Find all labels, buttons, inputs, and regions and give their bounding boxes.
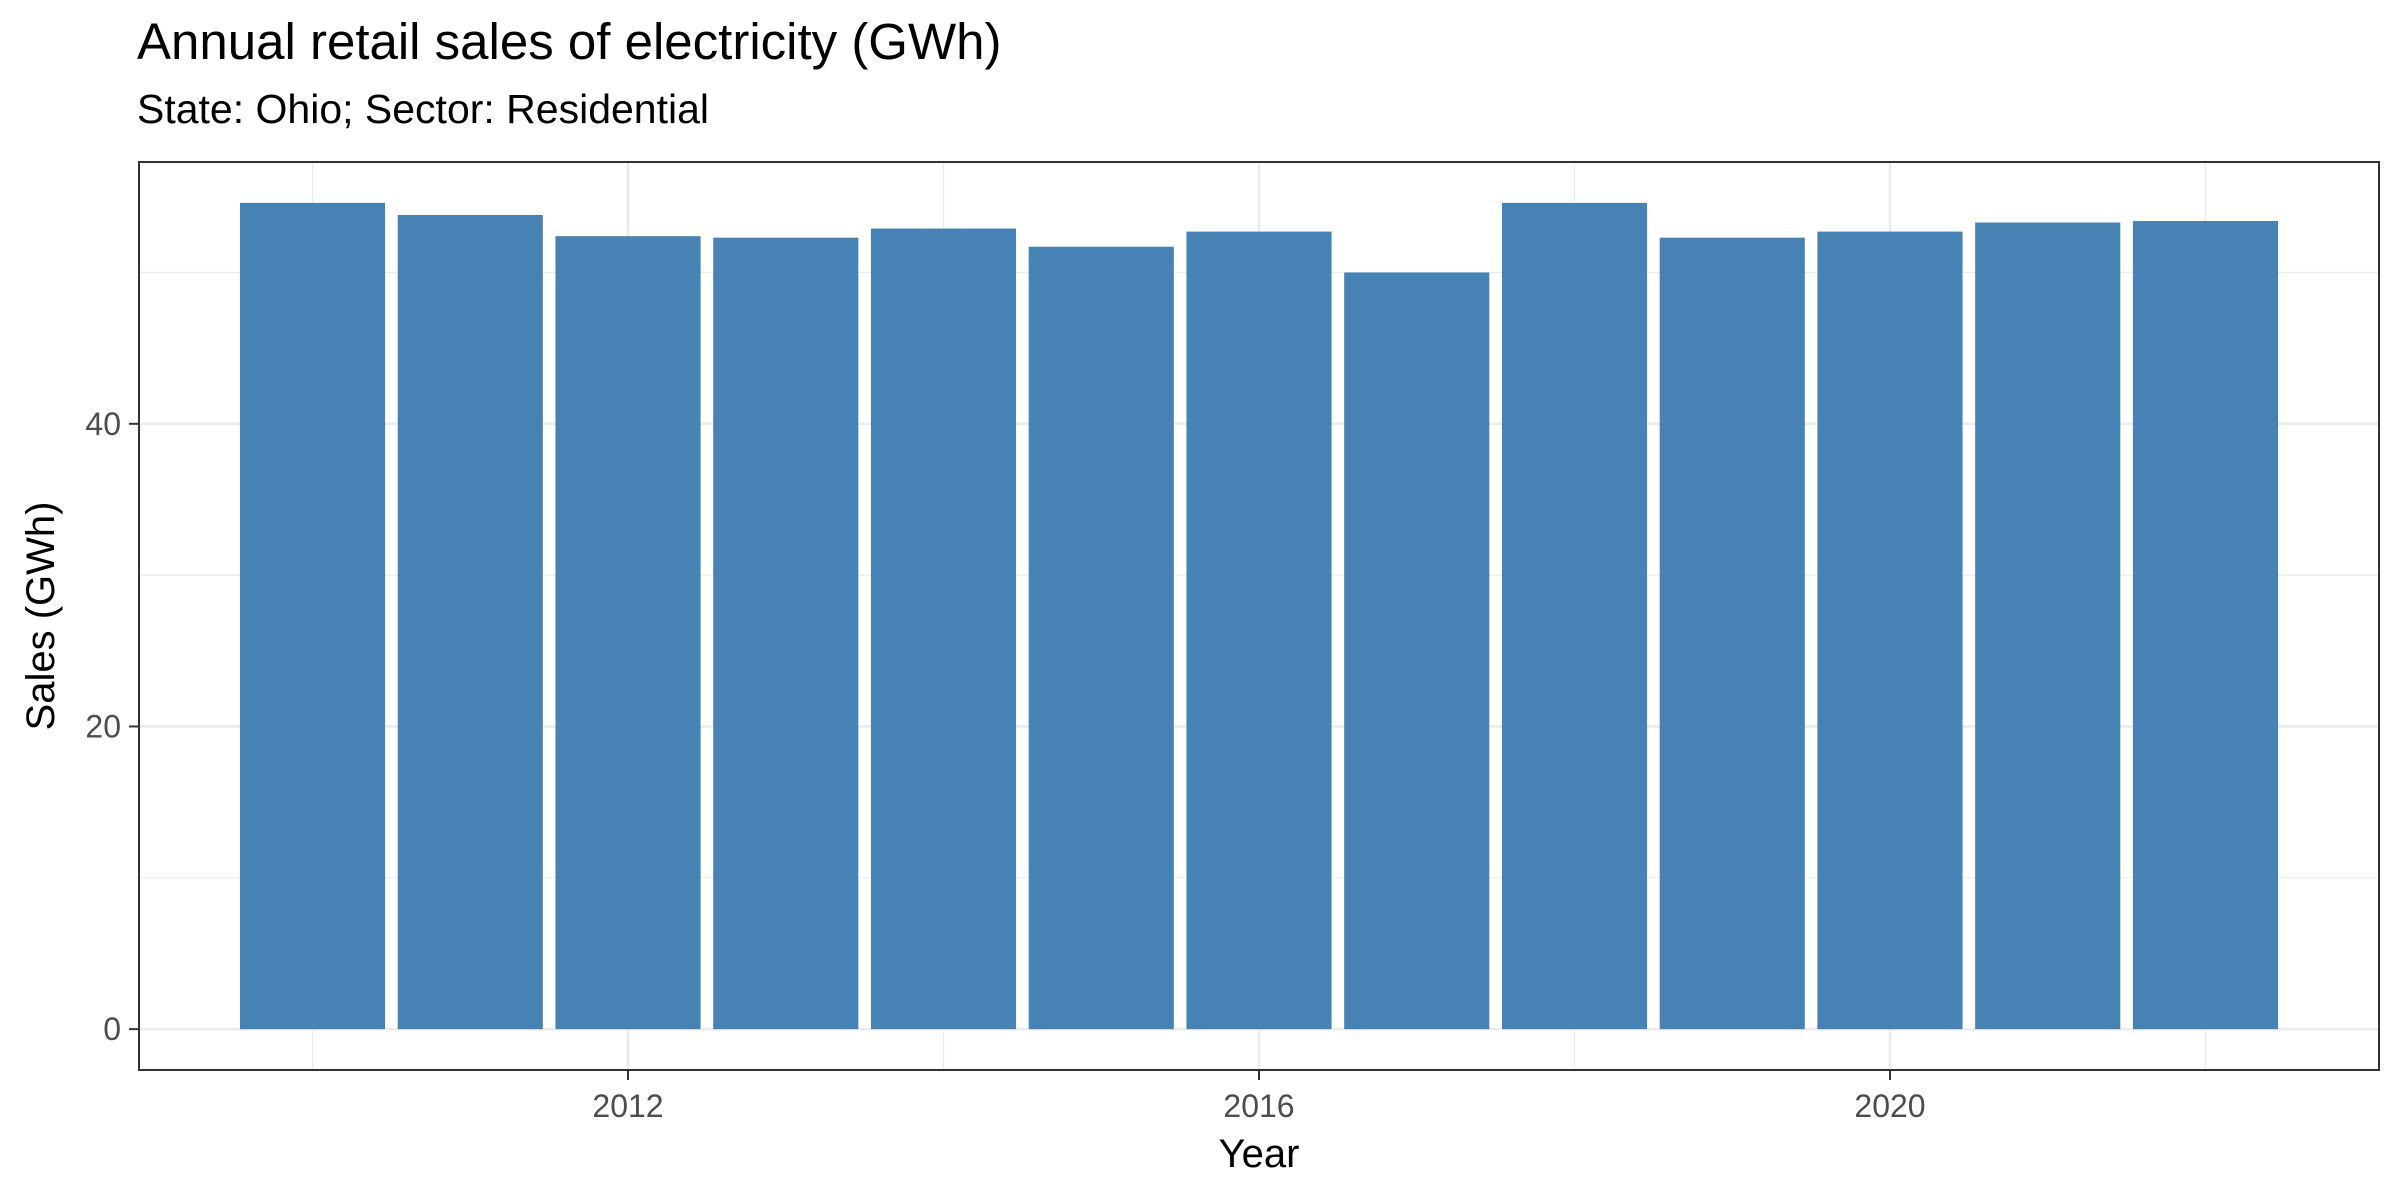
bar-2022 (2132, 221, 2279, 1030)
x-tick-label: 2016 (1223, 1088, 1294, 1124)
bar-2011 (397, 214, 543, 1030)
y-axis: 0 20 40 (85, 406, 139, 1047)
y-axis-title: Sales (GWh) (19, 502, 63, 731)
bar-2014 (870, 228, 1017, 1030)
x-tick-label: 2020 (1854, 1088, 1925, 1124)
bar-2012 (555, 236, 701, 1030)
bar-2018 (1501, 202, 1648, 1030)
bar-2010 (239, 202, 386, 1030)
bars (239, 202, 2279, 1030)
x-axis-title: Year (1219, 1132, 1300, 1176)
bar-2017 (1344, 272, 1490, 1030)
bar-2015 (1028, 246, 1174, 1030)
y-tick-label: 20 (85, 708, 121, 744)
bar-2016 (1186, 231, 1332, 1030)
y-tick-label: 40 (85, 406, 121, 442)
bar-2013 (713, 237, 859, 1030)
x-axis: 2012 2016 2020 (592, 1070, 1926, 1124)
y-tick-label: 0 (103, 1011, 121, 1047)
chart-subtitle: State: Ohio; Sector: Residential (137, 86, 710, 132)
x-tick-label: 2012 (592, 1088, 663, 1124)
bar-2021 (1975, 222, 2121, 1030)
chart-title: Annual retail sales of electricity (GWh) (137, 13, 1002, 70)
bar-2020 (1817, 231, 1963, 1030)
bar-2019 (1659, 237, 1805, 1030)
